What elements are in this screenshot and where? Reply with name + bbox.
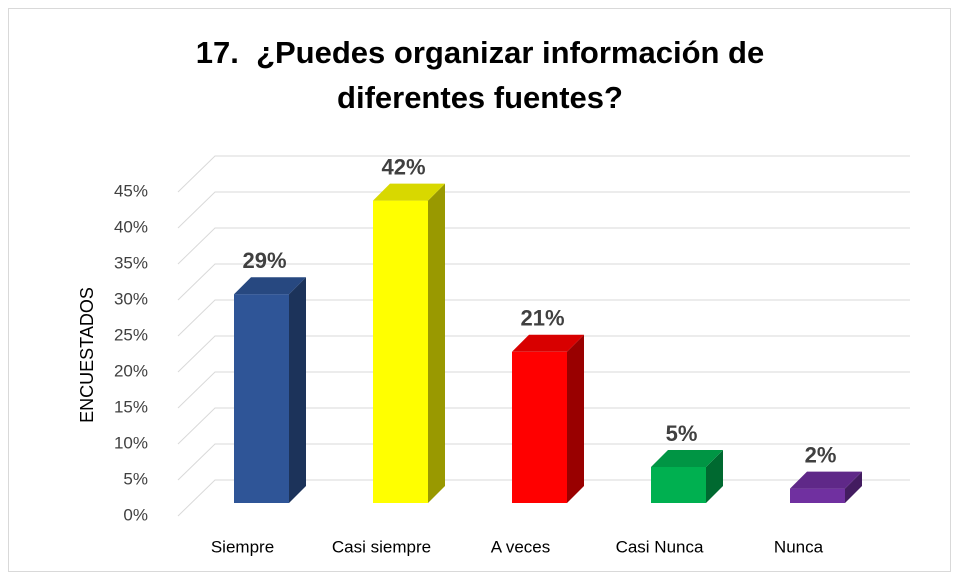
bar-top [234, 277, 306, 295]
x-tick-label: Nunca [774, 537, 824, 556]
y-tick-label: 5% [123, 469, 148, 488]
bar-side [289, 277, 306, 503]
bar [234, 277, 306, 503]
data-label: 5% [666, 421, 698, 446]
bar-side [567, 334, 584, 503]
bar-front [512, 351, 567, 503]
chart-border [8, 8, 951, 572]
bar [512, 334, 584, 503]
data-label: 21% [520, 306, 564, 331]
grid-line [177, 407, 910, 445]
bar-side [845, 471, 862, 503]
y-axis-title: ENCUESTADOS [77, 287, 97, 423]
bar-top [373, 183, 445, 201]
bar-front [234, 294, 289, 503]
data-label: 42% [381, 154, 425, 179]
bar-front [790, 488, 845, 503]
grid-line [177, 227, 910, 265]
y-tick-label: 10% [114, 433, 148, 452]
y-tick-label: 45% [114, 181, 148, 200]
bar-side [428, 183, 445, 503]
bar [790, 471, 862, 503]
x-tick-label: Siempre [211, 537, 274, 556]
bar-front [651, 467, 706, 503]
chart-title: 17. ¿Puedes organizar información de dif… [195, 35, 773, 115]
data-label: 2% [805, 442, 837, 467]
grid-line [177, 299, 910, 337]
x-tick-label: Casi siempre [332, 537, 431, 556]
y-tick-label: 35% [114, 253, 148, 272]
y-tick-label: 20% [114, 361, 148, 380]
bar-top [790, 471, 862, 489]
bar [373, 183, 445, 503]
grid-line [177, 335, 910, 373]
y-tick-label: 40% [114, 217, 148, 236]
y-tick-label: 30% [114, 289, 148, 308]
data-label: 29% [242, 248, 286, 273]
grid-line [177, 155, 910, 193]
y-tick-label: 0% [123, 505, 148, 524]
grid-line [177, 263, 910, 301]
bar [651, 450, 723, 503]
x-tick-label: A veces [491, 537, 551, 556]
y-tick-label: 15% [114, 397, 148, 416]
grid-line [177, 191, 910, 229]
bar-side [706, 450, 723, 503]
grid-line [177, 443, 910, 481]
bar-top [512, 334, 584, 352]
y-tick-label: 25% [114, 325, 148, 344]
x-tick-label: Casi Nunca [616, 537, 704, 556]
bar-top [651, 450, 723, 467]
grid-line [177, 371, 910, 409]
bar-front [373, 200, 428, 503]
